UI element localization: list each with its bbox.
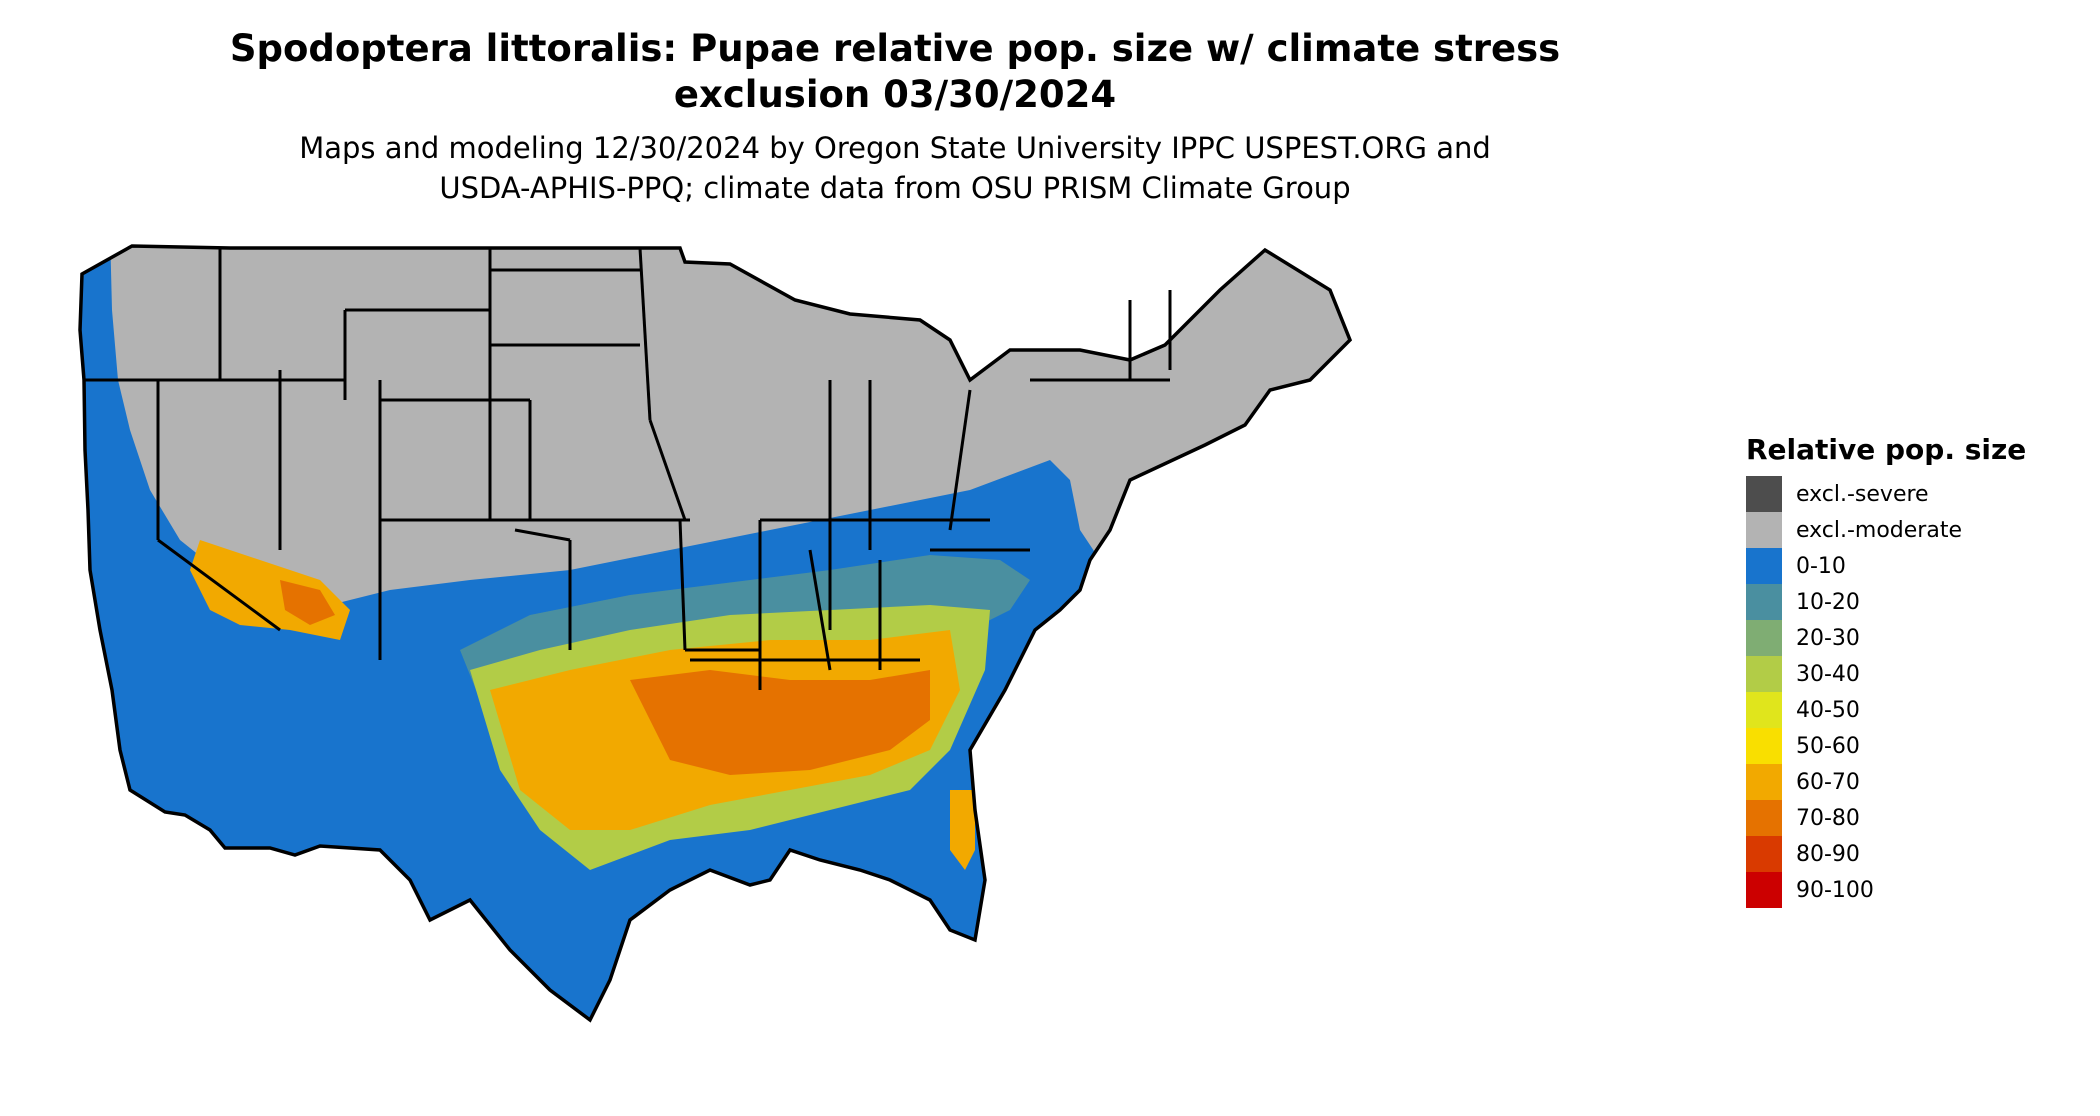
legend-item: 40-50	[1746, 692, 2086, 728]
legend-label: 90-100	[1796, 877, 1874, 903]
state-boundaries	[85, 247, 1172, 690]
legend-item: excl.-moderate	[1746, 512, 2086, 548]
legend-swatch	[1746, 584, 1782, 620]
legend-swatch	[1746, 476, 1782, 512]
legend-label: 40-50	[1796, 697, 1860, 723]
zone-70-80	[630, 670, 930, 775]
legend-item: 0-10	[1746, 548, 2086, 584]
legend: Relative pop. size excl.-severe excl.-mod…	[1746, 432, 2086, 908]
legend-item: 20-30	[1746, 620, 2086, 656]
legend-label: 30-40	[1796, 661, 1860, 687]
legend-item: 60-70	[1746, 764, 2086, 800]
legend-swatch	[1746, 728, 1782, 764]
legend-swatch	[1746, 656, 1782, 692]
zone-70-80-southwest	[280, 580, 335, 625]
map-title-line-1: Spodoptera littoralis: Pupae relative po…	[229, 27, 1561, 70]
legend-item: 90-100	[1746, 872, 2086, 908]
legend-label: 70-80	[1796, 805, 1860, 831]
legend-label: excl.-moderate	[1796, 517, 1962, 543]
legend-item: 30-40	[1746, 656, 2086, 692]
legend-swatch	[1746, 836, 1782, 872]
legend-swatch	[1746, 800, 1782, 836]
legend-label: 10-20	[1796, 589, 1860, 615]
legend-item: 80-90	[1746, 836, 2086, 872]
legend-label: 50-60	[1796, 733, 1860, 759]
map-subtitle-line-1: Maps and modeling 12/30/2024 by Oregon S…	[299, 131, 1491, 165]
map-title-line-2: exclusion 03/30/2024	[673, 73, 1117, 116]
legend-swatch	[1746, 764, 1782, 800]
climate-zones	[80, 246, 1350, 1020]
legend-swatch	[1746, 620, 1782, 656]
zone-60-70-south-florida	[950, 790, 975, 870]
legend-item: 50-60	[1746, 728, 2086, 764]
map-title: Spodoptera littoralis: Pupae relative po…	[60, 26, 1730, 118]
map-subtitle-line-2: USDA-APHIS-PPQ; climate data from OSU PR…	[439, 171, 1351, 205]
legend-label: 20-30	[1796, 625, 1860, 651]
legend-title: Relative pop. size	[1746, 433, 2027, 466]
legend-item: excl.-severe	[1746, 476, 2086, 512]
legend-label: 0-10	[1796, 553, 1846, 579]
legend-label: 80-90	[1796, 841, 1860, 867]
legend-label: excl.-severe	[1796, 481, 1929, 507]
legend-swatch	[1746, 512, 1782, 548]
legend-items: excl.-severe excl.-moderate 0-10 10-20 20-30…	[1746, 476, 2086, 908]
legend-item: 10-20	[1746, 584, 2086, 620]
legend-swatch	[1746, 692, 1782, 728]
legend-label: 60-70	[1796, 769, 1860, 795]
legend-swatch	[1746, 872, 1782, 908]
legend-item: 70-80	[1746, 800, 2086, 836]
map-subtitle: Maps and modeling 12/30/2024 by Oregon S…	[60, 128, 1730, 208]
conus-map	[78, 244, 1352, 1022]
legend-swatch	[1746, 548, 1782, 584]
